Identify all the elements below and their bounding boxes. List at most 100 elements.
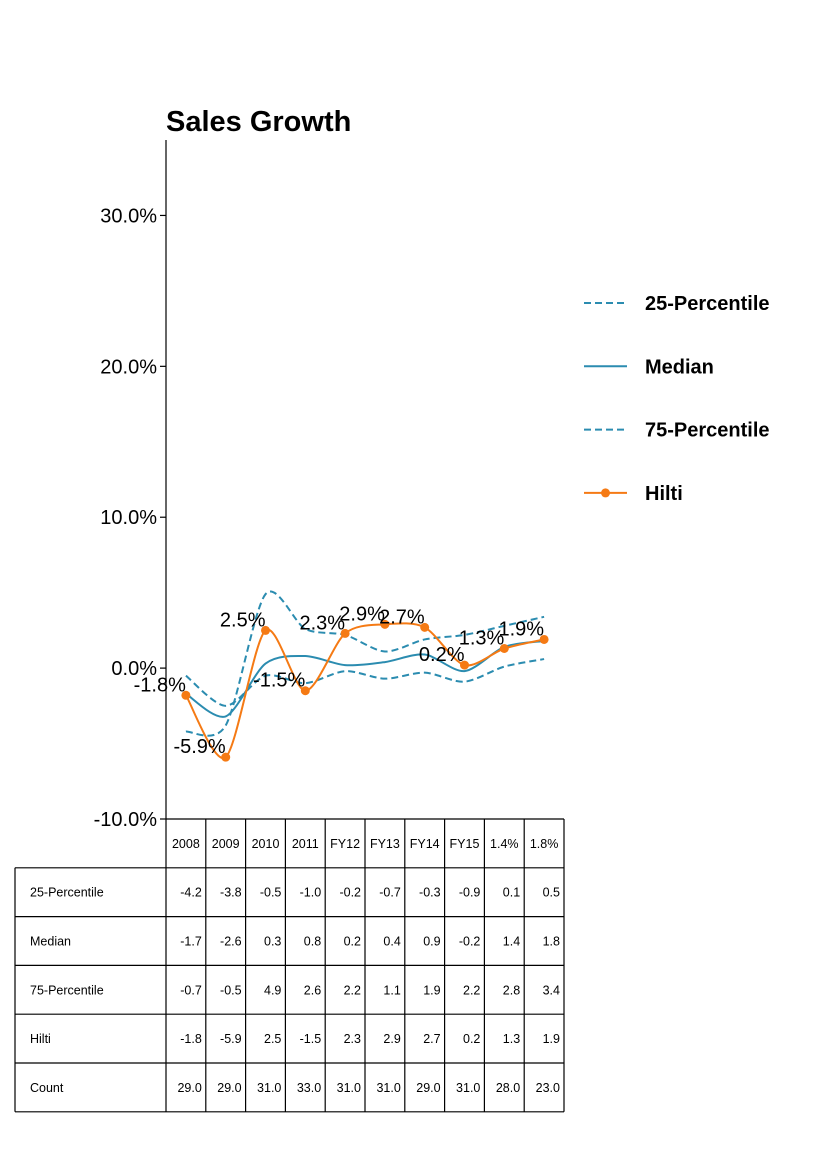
y-tick-label: -10.0% (94, 809, 158, 831)
median-line (185, 639, 545, 718)
table-cell: -1.0 (300, 886, 322, 900)
y-tick-label: 20.0% (100, 356, 157, 378)
table-cell: -0.9 (459, 886, 481, 900)
table-cell: -0.2 (339, 886, 361, 900)
table-cell: 1.9 (543, 1032, 560, 1046)
legend-label-75-percentile: 75-Percentile (645, 420, 770, 442)
table-cell: 0.9 (423, 935, 440, 949)
table-column-header: FY13 (370, 837, 400, 851)
table-cell: 2.9 (383, 1032, 400, 1046)
table-column-header: 2008 (172, 837, 200, 851)
table-column-header: 1.8% (530, 837, 559, 851)
chart-title: Sales Growth (166, 106, 351, 138)
legend-marker-hilti (601, 488, 610, 498)
legend-label-25-percentile: 25-Percentile (645, 293, 770, 315)
75-percentile-line (185, 590, 545, 737)
data-table: 2008 2009 2010 2011 FY12 FY13 FY14 FY15 1.4% 1.8%… (14, 818, 565, 1113)
table-cell: 4.9 (264, 983, 281, 997)
table-column-header: 1.4% (490, 837, 519, 851)
hilti-point (380, 619, 390, 629)
table-cell: 29.0 (177, 1081, 201, 1095)
table-cell: 2.2 (344, 983, 361, 997)
table-cell: 0.1 (503, 886, 520, 900)
data-labels: -1.8% -5.9% 2.5% -1.5% 2.3%2.9%2.7% 0.2%1.3%1… (134, 603, 545, 758)
table-cell: -0.3 (419, 886, 441, 900)
hilti-point (460, 660, 469, 670)
table-cell: -2.6 (220, 935, 242, 949)
table-cell: 2.8 (503, 983, 520, 997)
y-tick-label: 10.0% (100, 507, 157, 529)
data-label: 2.7% (379, 606, 425, 628)
table-cell: 31.0 (337, 1081, 361, 1095)
table-cell: 33.0 (297, 1081, 321, 1095)
table-cell: -4.2 (180, 886, 202, 900)
legend-label-median: Median (645, 356, 714, 378)
table-row-label: 25-Percentile (30, 886, 104, 900)
hilti-point (340, 628, 350, 638)
table-cell: 31.0 (257, 1081, 281, 1095)
table-cell: 0.2 (344, 935, 361, 949)
data-label: -5.9% (173, 736, 225, 758)
table-row-label: Count (30, 1081, 64, 1095)
table-row-label: 75-Percentile (30, 983, 104, 997)
hilti-point (420, 622, 430, 632)
25-percentile-line (185, 658, 545, 707)
table-cell: 29.0 (217, 1081, 241, 1095)
table-column-header: FY14 (410, 837, 440, 851)
table-cell: 1.8 (543, 935, 560, 949)
table-column-header: 2010 (252, 837, 280, 851)
table-cell: 0.4 (383, 935, 400, 949)
hilti-point (181, 690, 191, 700)
table-cell: -0.5 (260, 886, 282, 900)
table-cell: 1.9 (423, 983, 440, 997)
data-label: -1.8% (134, 674, 186, 696)
table-cell: 3.4 (543, 983, 560, 997)
table-cell: 1.4 (503, 935, 520, 949)
data-label: 2.9% (339, 603, 385, 625)
table-cell: 2.5 (264, 1032, 281, 1046)
table-column-header: FY12 (330, 837, 360, 851)
table-column-header: 2009 (212, 837, 240, 851)
table-cell: 2.2 (463, 983, 480, 997)
table-cell: 1.1 (383, 983, 400, 997)
table-cell: 2.3 (344, 1032, 361, 1046)
data-label: 0.2% (419, 644, 465, 666)
hilti-point (300, 686, 310, 696)
table-cell: 0.8 (304, 935, 321, 949)
data-label: 1.3% (459, 627, 505, 649)
table-cell: 2.7 (423, 1032, 440, 1046)
table-cell: 1.3 (503, 1032, 520, 1046)
table-column-header: 2011 (292, 837, 319, 851)
table-cell: 28.0 (496, 1081, 520, 1095)
table-cell: 0.3 (264, 935, 281, 949)
data-label: 2.5% (220, 609, 266, 631)
table-column-header: FY15 (450, 837, 480, 851)
y-axis-ticks: -10.0% 0.0% 10.0% 20.0% 30.0% (94, 205, 166, 831)
hilti-point (221, 752, 231, 762)
hilti-point (539, 634, 549, 644)
table-cell: -1.5 (300, 1032, 322, 1046)
table-row-label: Median (30, 935, 71, 949)
hilti-markers (181, 619, 549, 762)
table-cell: 0.5 (543, 886, 560, 900)
table-cell: -0.7 (180, 983, 202, 997)
y-tick-label: 30.0% (100, 205, 157, 227)
table-cell: 29.0 (416, 1081, 440, 1095)
table-cell: 23.0 (536, 1081, 560, 1095)
table-cell: -0.7 (379, 886, 401, 900)
table-cell: -3.8 (220, 886, 242, 900)
table-cell: 0.2 (463, 1032, 480, 1046)
hilti-point (261, 625, 270, 635)
table-cell: -5.9 (220, 1032, 242, 1046)
table-cell: -0.2 (459, 935, 481, 949)
legend-label-hilti: Hilti (645, 483, 683, 505)
table-cell: 31.0 (376, 1081, 400, 1095)
table-cell: 2.6 (304, 983, 321, 997)
data-label: -1.5% (253, 670, 305, 692)
table-cell: -1.7 (180, 935, 202, 949)
data-label: 2.3% (300, 612, 346, 634)
table-cell: -0.5 (220, 983, 242, 997)
y-tick-label: 0.0% (111, 658, 157, 680)
table-cell: 31.0 (456, 1081, 480, 1095)
